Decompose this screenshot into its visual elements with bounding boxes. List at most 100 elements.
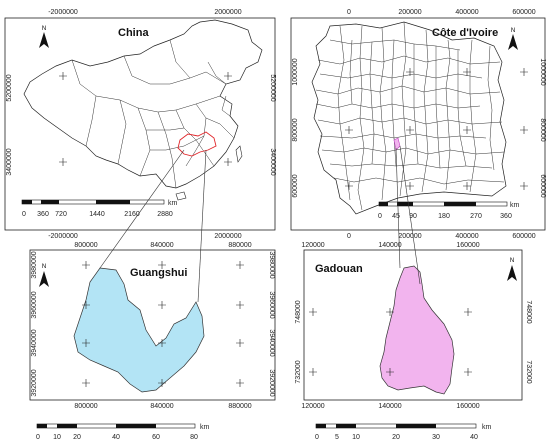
ivoire-left-tick-1: 1000000 xyxy=(292,58,299,85)
china-title: China xyxy=(118,27,149,39)
guangshui-left-tick-3: 3940000 xyxy=(31,329,38,356)
ivoire-top-tick-1: 0 xyxy=(347,9,351,16)
gadouan-north-label: N xyxy=(510,258,514,264)
ivoire-top-tick-4: 600000 xyxy=(512,9,535,16)
gadouan-left-tick-1: 748000 xyxy=(295,300,302,323)
guangshui-bottom-tick-2: 840000 xyxy=(150,403,173,410)
ivoire-right-tick-3: 600000 xyxy=(539,174,546,197)
ivoire-bottom-tick-2: 200000 xyxy=(398,233,421,240)
china-outline xyxy=(23,19,263,189)
gadouan-scale-label-4: 30 xyxy=(432,434,440,441)
hubei-highlight xyxy=(177,131,217,157)
ivoire-left-tick-2: 800000 xyxy=(292,118,299,141)
guangshui-region xyxy=(73,267,205,393)
zoom-line-china-left xyxy=(99,149,185,269)
ivoire-bottom-tick-3: 400000 xyxy=(455,233,478,240)
zoom-line-ivoire-right xyxy=(399,145,421,285)
china-bottom-tick-2: 2000000 xyxy=(214,233,241,240)
ivoire-scale-label-4: 270 xyxy=(470,213,482,220)
panel-guangshui: 800000 840000 880000 800000 840000 88000… xyxy=(29,242,276,441)
china-scale-label-2: 720 xyxy=(55,211,67,218)
guangshui-top-tick-2: 840000 xyxy=(150,242,173,249)
guangshui-left-tick-4: 3920000 xyxy=(31,369,38,396)
ivoire-scale-bar xyxy=(378,201,508,207)
china-frame xyxy=(4,17,276,231)
zoom-line-china-right xyxy=(197,149,207,303)
china-right-tick-1: 5200000 xyxy=(269,74,276,101)
china-north-arrow: N xyxy=(39,26,49,48)
china-province-borders xyxy=(71,39,235,189)
gadouan-top-tick-3: 160000 xyxy=(456,242,479,249)
ivoire-right-tick-2: 800000 xyxy=(539,118,546,141)
gadouan-top-tick-1: 120000 xyxy=(301,242,324,249)
ivoire-scale-unit: km xyxy=(510,202,520,209)
ivoire-grid-crosses xyxy=(345,68,528,190)
ivoire-bottom-tick-4: 600000 xyxy=(512,233,535,240)
gadouan-top-tick-2: 140000 xyxy=(378,242,401,249)
gadouan-north-arrow: N xyxy=(507,258,517,281)
ivoire-left-tick-3: 600000 xyxy=(292,174,299,197)
china-scale-label-3: 1440 xyxy=(89,211,105,218)
ivoire-scale-label-3: 180 xyxy=(438,213,450,220)
guangshui-north-label: N xyxy=(42,264,46,270)
ivoire-frame xyxy=(290,17,546,231)
guangshui-scale-label-4: 60 xyxy=(152,434,160,441)
guangshui-north-arrow: N xyxy=(39,264,49,287)
zoom-lines xyxy=(99,145,421,303)
guangshui-left-tick-1: 3980000 xyxy=(31,251,38,278)
guangshui-scale-label-5: 80 xyxy=(190,434,198,441)
ivoire-bottom-tick-1: 0 xyxy=(347,233,351,240)
ivoire-scale-label-2: 90 xyxy=(409,213,417,220)
gadouan-scale-bar xyxy=(315,423,477,429)
guangshui-scale-bar xyxy=(36,423,196,429)
china-north-label: N xyxy=(42,26,46,32)
ivoire-top-tick-2: 200000 xyxy=(398,9,421,16)
gadouan-scale-label-3: 20 xyxy=(392,434,400,441)
guangshui-frame xyxy=(29,249,276,401)
china-scale-bar xyxy=(21,199,165,205)
gadouan-scale-label-1: 5 xyxy=(335,434,339,441)
ivoire-scale-label-0: 0 xyxy=(378,213,382,220)
guangshui-grid-crosses xyxy=(82,261,244,387)
gadouan-bottom-tick-1: 120000 xyxy=(301,403,324,410)
panel-ivoire: 0 200000 400000 600000 0 200000 400000 6… xyxy=(290,9,546,240)
ivoire-department-borders xyxy=(315,21,505,211)
hainan-outline xyxy=(175,191,187,201)
china-left-tick-2: 3400000 xyxy=(6,148,13,175)
gadouan-bottom-tick-2: 140000 xyxy=(378,403,401,410)
guangshui-scale-label-2: 20 xyxy=(73,434,81,441)
ivoire-scale-label-5: 360 xyxy=(500,213,512,220)
ivoire-north-arrow: N xyxy=(508,28,518,50)
china-bottom-tick-1: -2000000 xyxy=(48,233,78,240)
ivoire-right-tick-1: 1000000 xyxy=(539,58,546,85)
zoom-line-ivoire-left xyxy=(395,147,401,269)
china-top-tick-2: 2000000 xyxy=(214,9,241,16)
gadouan-scale-unit: km xyxy=(482,424,492,431)
gadouan-left-tick-2: 732000 xyxy=(295,360,302,383)
guangshui-bottom-tick-3: 880000 xyxy=(228,403,251,410)
guangshui-scale-label-3: 40 xyxy=(112,434,120,441)
guangshui-top-tick-1: 800000 xyxy=(74,242,97,249)
gadouan-right-tick-1: 748000 xyxy=(525,300,532,323)
china-scale-label-5: 2880 xyxy=(157,211,173,218)
panel-gadouan: 120000 140000 160000 120000 140000 16000… xyxy=(295,242,532,441)
guangshui-scale-unit: km xyxy=(200,424,210,431)
guangshui-right-tick-3: 3940000 xyxy=(268,329,275,356)
ivoire-north-label: N xyxy=(511,28,515,34)
china-right-tick-2: 3400000 xyxy=(269,148,276,175)
ivoire-scale-label-1: 45 xyxy=(392,213,400,220)
china-scale-label-4: 2160 xyxy=(124,211,140,218)
gadouan-region xyxy=(379,265,455,395)
china-scale-unit: km xyxy=(168,200,178,207)
ivoire-top-tick-3: 400000 xyxy=(455,9,478,16)
gadouan-right-tick-2: 732000 xyxy=(525,360,532,383)
guangshui-bottom-tick-1: 800000 xyxy=(74,403,97,410)
gadouan-scale-label-2: 10 xyxy=(352,434,360,441)
gadouan-grid-crosses xyxy=(309,308,472,376)
taiwan-outline xyxy=(235,145,243,163)
china-scale-label-0: 0 xyxy=(22,211,26,218)
guangshui-title: Guangshui xyxy=(130,267,187,279)
ivoire-outline xyxy=(311,21,507,215)
china-grid-crosses xyxy=(59,72,232,166)
